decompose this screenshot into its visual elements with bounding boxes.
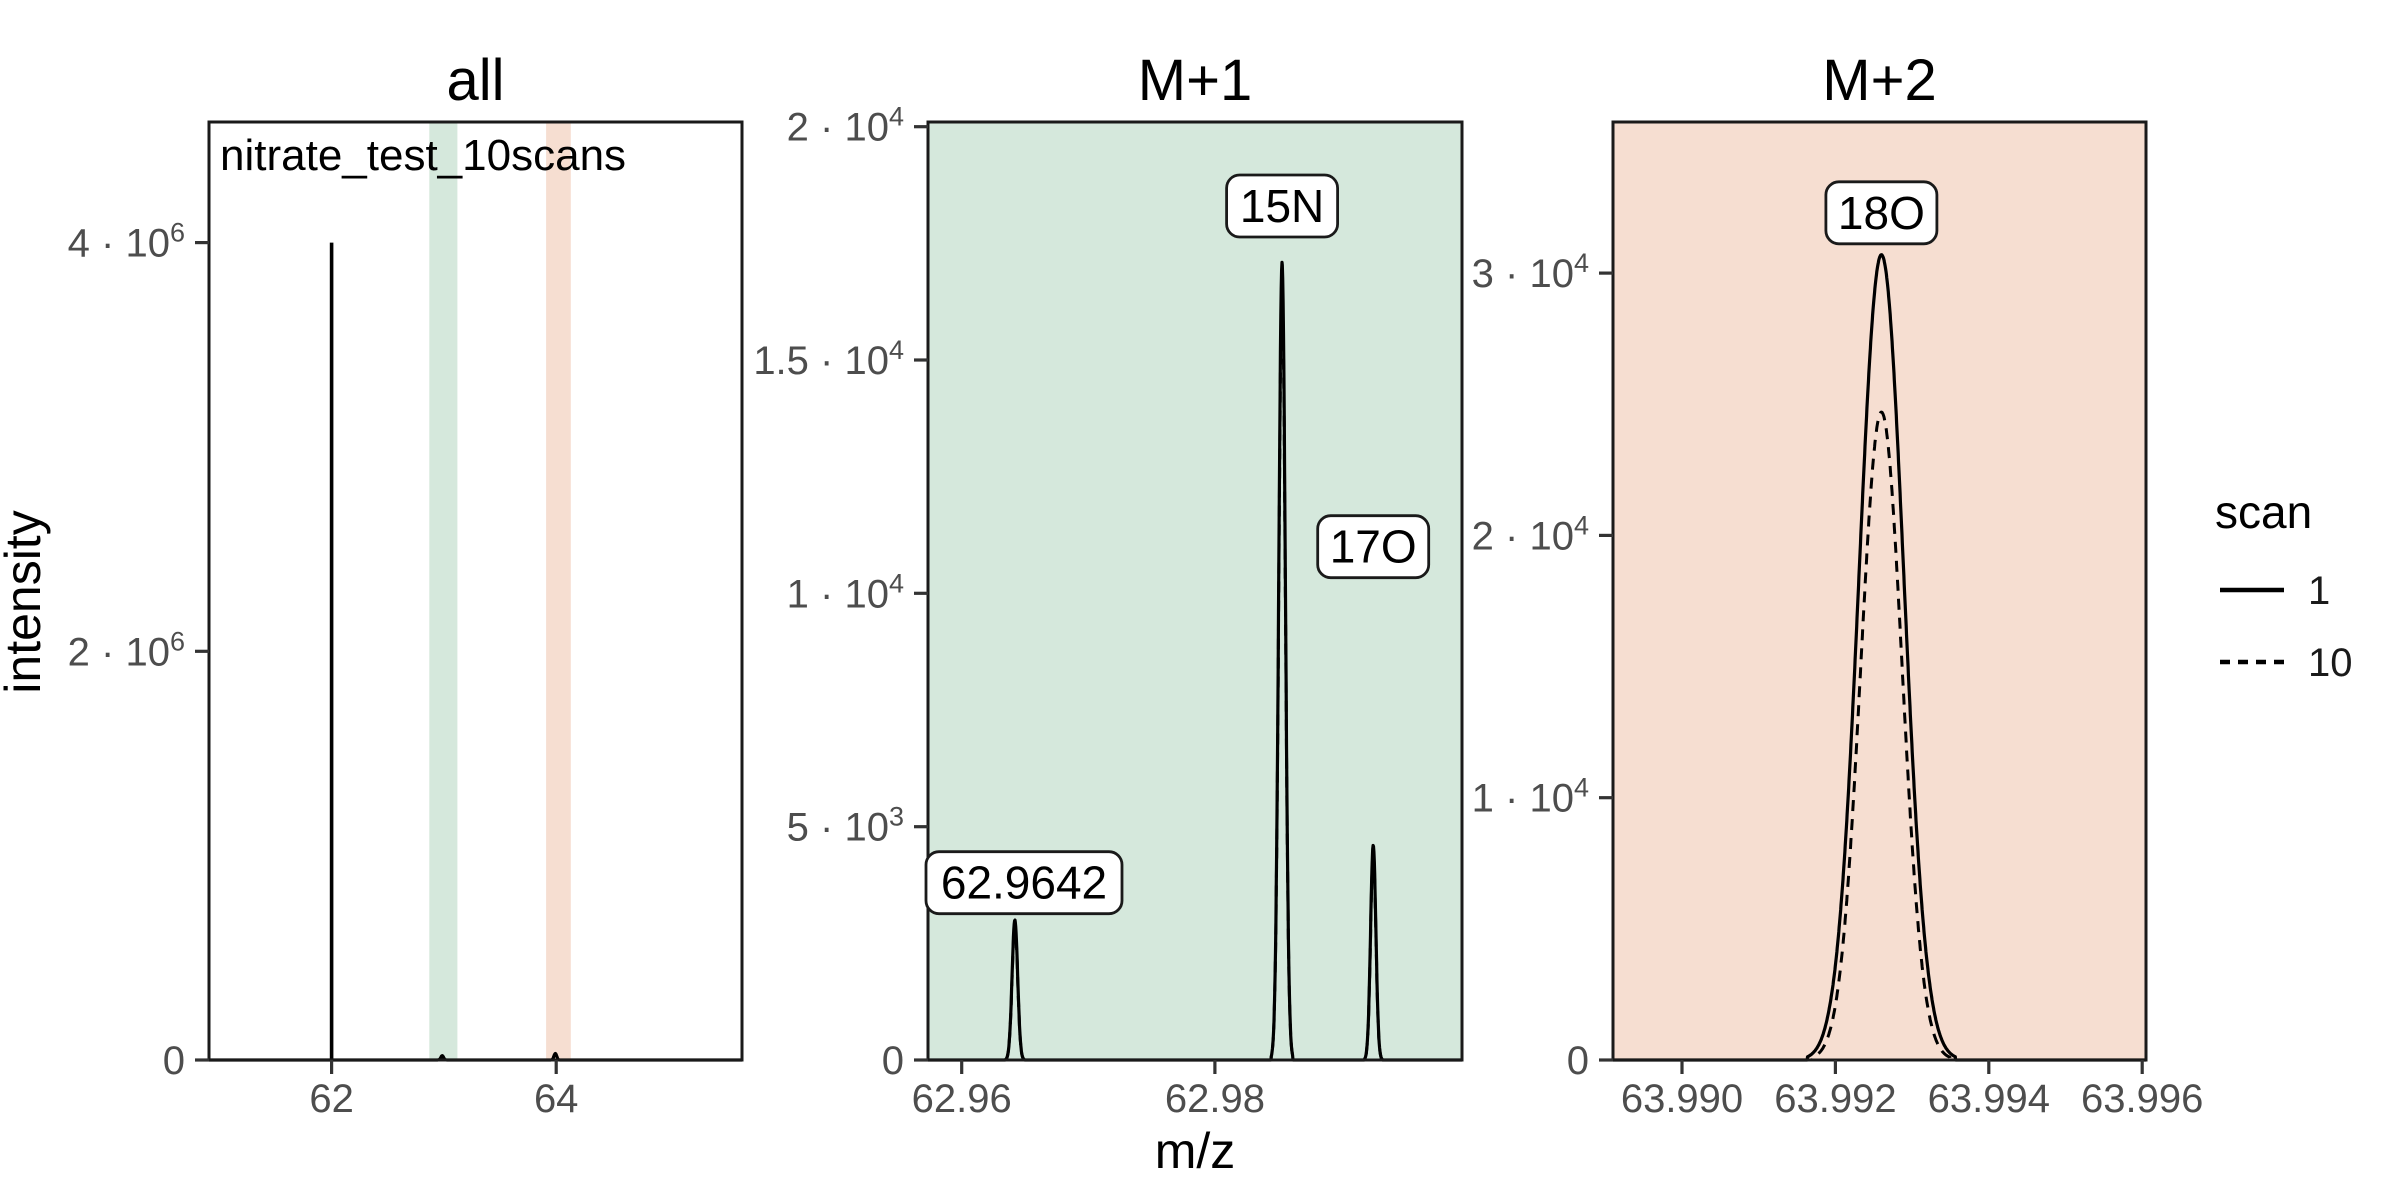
peak-label-box <box>1824 180 1939 246</box>
x-tick-label: 63.996 <box>2081 1077 2203 1121</box>
peak-label-text: 18O <box>1838 187 1925 239</box>
legend: scan 1 10 <box>2215 486 2353 685</box>
y-tick-label: 1.5 · 104 <box>753 335 904 383</box>
x-axis-title: m/z <box>1155 1123 1236 1179</box>
panel-border <box>926 120 1464 1062</box>
panel-m-1: M+1 62.96 62.98 0 5 · 103 1 · 104 1.5 · 104 2 ·… <box>753 48 1464 1121</box>
y-tick-label: 2 · 104 <box>787 102 904 150</box>
x-tick-label: 62 <box>309 1077 354 1121</box>
x-tick-label: 62.98 <box>1165 1077 1265 1121</box>
legend-item-label: 1 <box>2308 569 2330 613</box>
y-tick-label: 0 <box>882 1039 904 1083</box>
peak-label-text: 17O <box>1330 521 1417 573</box>
legend-item-scan-10: 10 <box>2220 641 2353 685</box>
y-tick-label: 0 <box>163 1039 185 1083</box>
y-tick-label: 4 · 106 <box>68 218 185 266</box>
y-tick-label: 1 · 104 <box>1472 773 1589 821</box>
peak-label: 62.9642 <box>924 850 1124 916</box>
y-tick-label: 1 · 104 <box>787 568 904 616</box>
panel-title: all <box>446 48 504 113</box>
panel-border <box>1611 120 2148 1062</box>
panel-m-2: M+2 63.990 63.992 63.994 63.996 0 1 · 104 2 · 1… <box>1472 48 2204 1121</box>
peak-label: 18O <box>1824 180 1939 246</box>
panel-title: M+1 <box>1138 48 1252 113</box>
peak-label-box <box>1316 514 1431 580</box>
y-tick-label: 2 · 106 <box>68 626 185 674</box>
annotation-filename: nitrate_test_10scans <box>220 131 626 180</box>
y-tick-label: 0 <box>1567 1039 1589 1083</box>
peak-label: 17O <box>1316 514 1431 580</box>
legend-item-scan-1: 1 <box>2220 569 2330 613</box>
panels-group: all nitrate_test_10scans 62 64 0 2 · 106 4 · 1… <box>68 48 2204 1121</box>
legend-item-label: 10 <box>2308 641 2353 685</box>
legend-title: scan <box>2215 486 2312 538</box>
peak-label-box <box>1225 173 1339 239</box>
y-axis-title: intensity <box>0 510 51 693</box>
peak-label-text: 15N <box>1240 180 1324 232</box>
zoom-region-band <box>546 122 571 1060</box>
peak-label: 15N <box>1225 173 1339 239</box>
x-tick-label: 62.96 <box>912 1077 1012 1121</box>
peak-label-text: 62.9642 <box>941 857 1107 909</box>
y-tick-label: 3 · 104 <box>1472 248 1589 296</box>
x-tick-label: 63.992 <box>1774 1077 1896 1121</box>
panel-all: all nitrate_test_10scans 62 64 0 2 · 106 4 · 1… <box>68 48 744 1121</box>
x-tick-label: 64 <box>534 1077 579 1121</box>
x-tick-label: 63.990 <box>1621 1077 1743 1121</box>
panel-background <box>928 122 1462 1060</box>
y-tick-label: 5 · 103 <box>787 802 904 850</box>
panel-border <box>207 120 744 1062</box>
zoom-region-band <box>429 122 458 1060</box>
y-tick-label: 2 · 104 <box>1472 510 1589 558</box>
panel-title: M+2 <box>1822 48 1936 113</box>
x-tick-label: 63.994 <box>1928 1077 2050 1121</box>
peak-label-box <box>924 850 1124 916</box>
panel-background <box>1613 122 2146 1060</box>
